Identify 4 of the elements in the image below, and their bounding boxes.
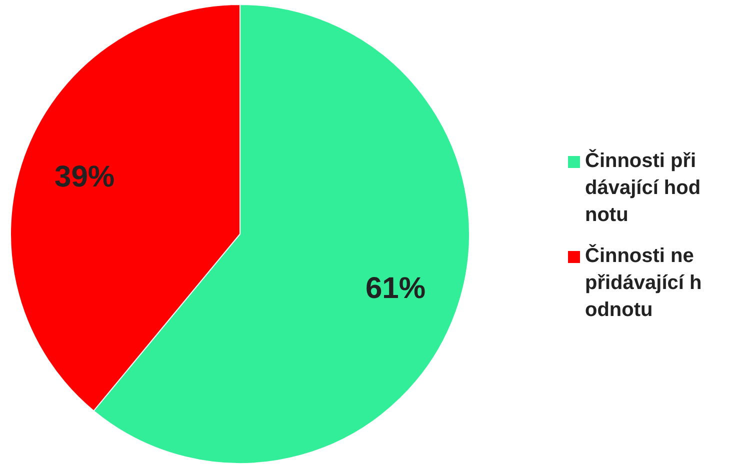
data-label: 39% (54, 160, 115, 194)
legend-label: Činnosti nepřidávající hodnotu (585, 243, 703, 323)
data-label: 61% (365, 272, 426, 306)
legend-label: Činnosti přidávající hodnotu (585, 148, 702, 228)
